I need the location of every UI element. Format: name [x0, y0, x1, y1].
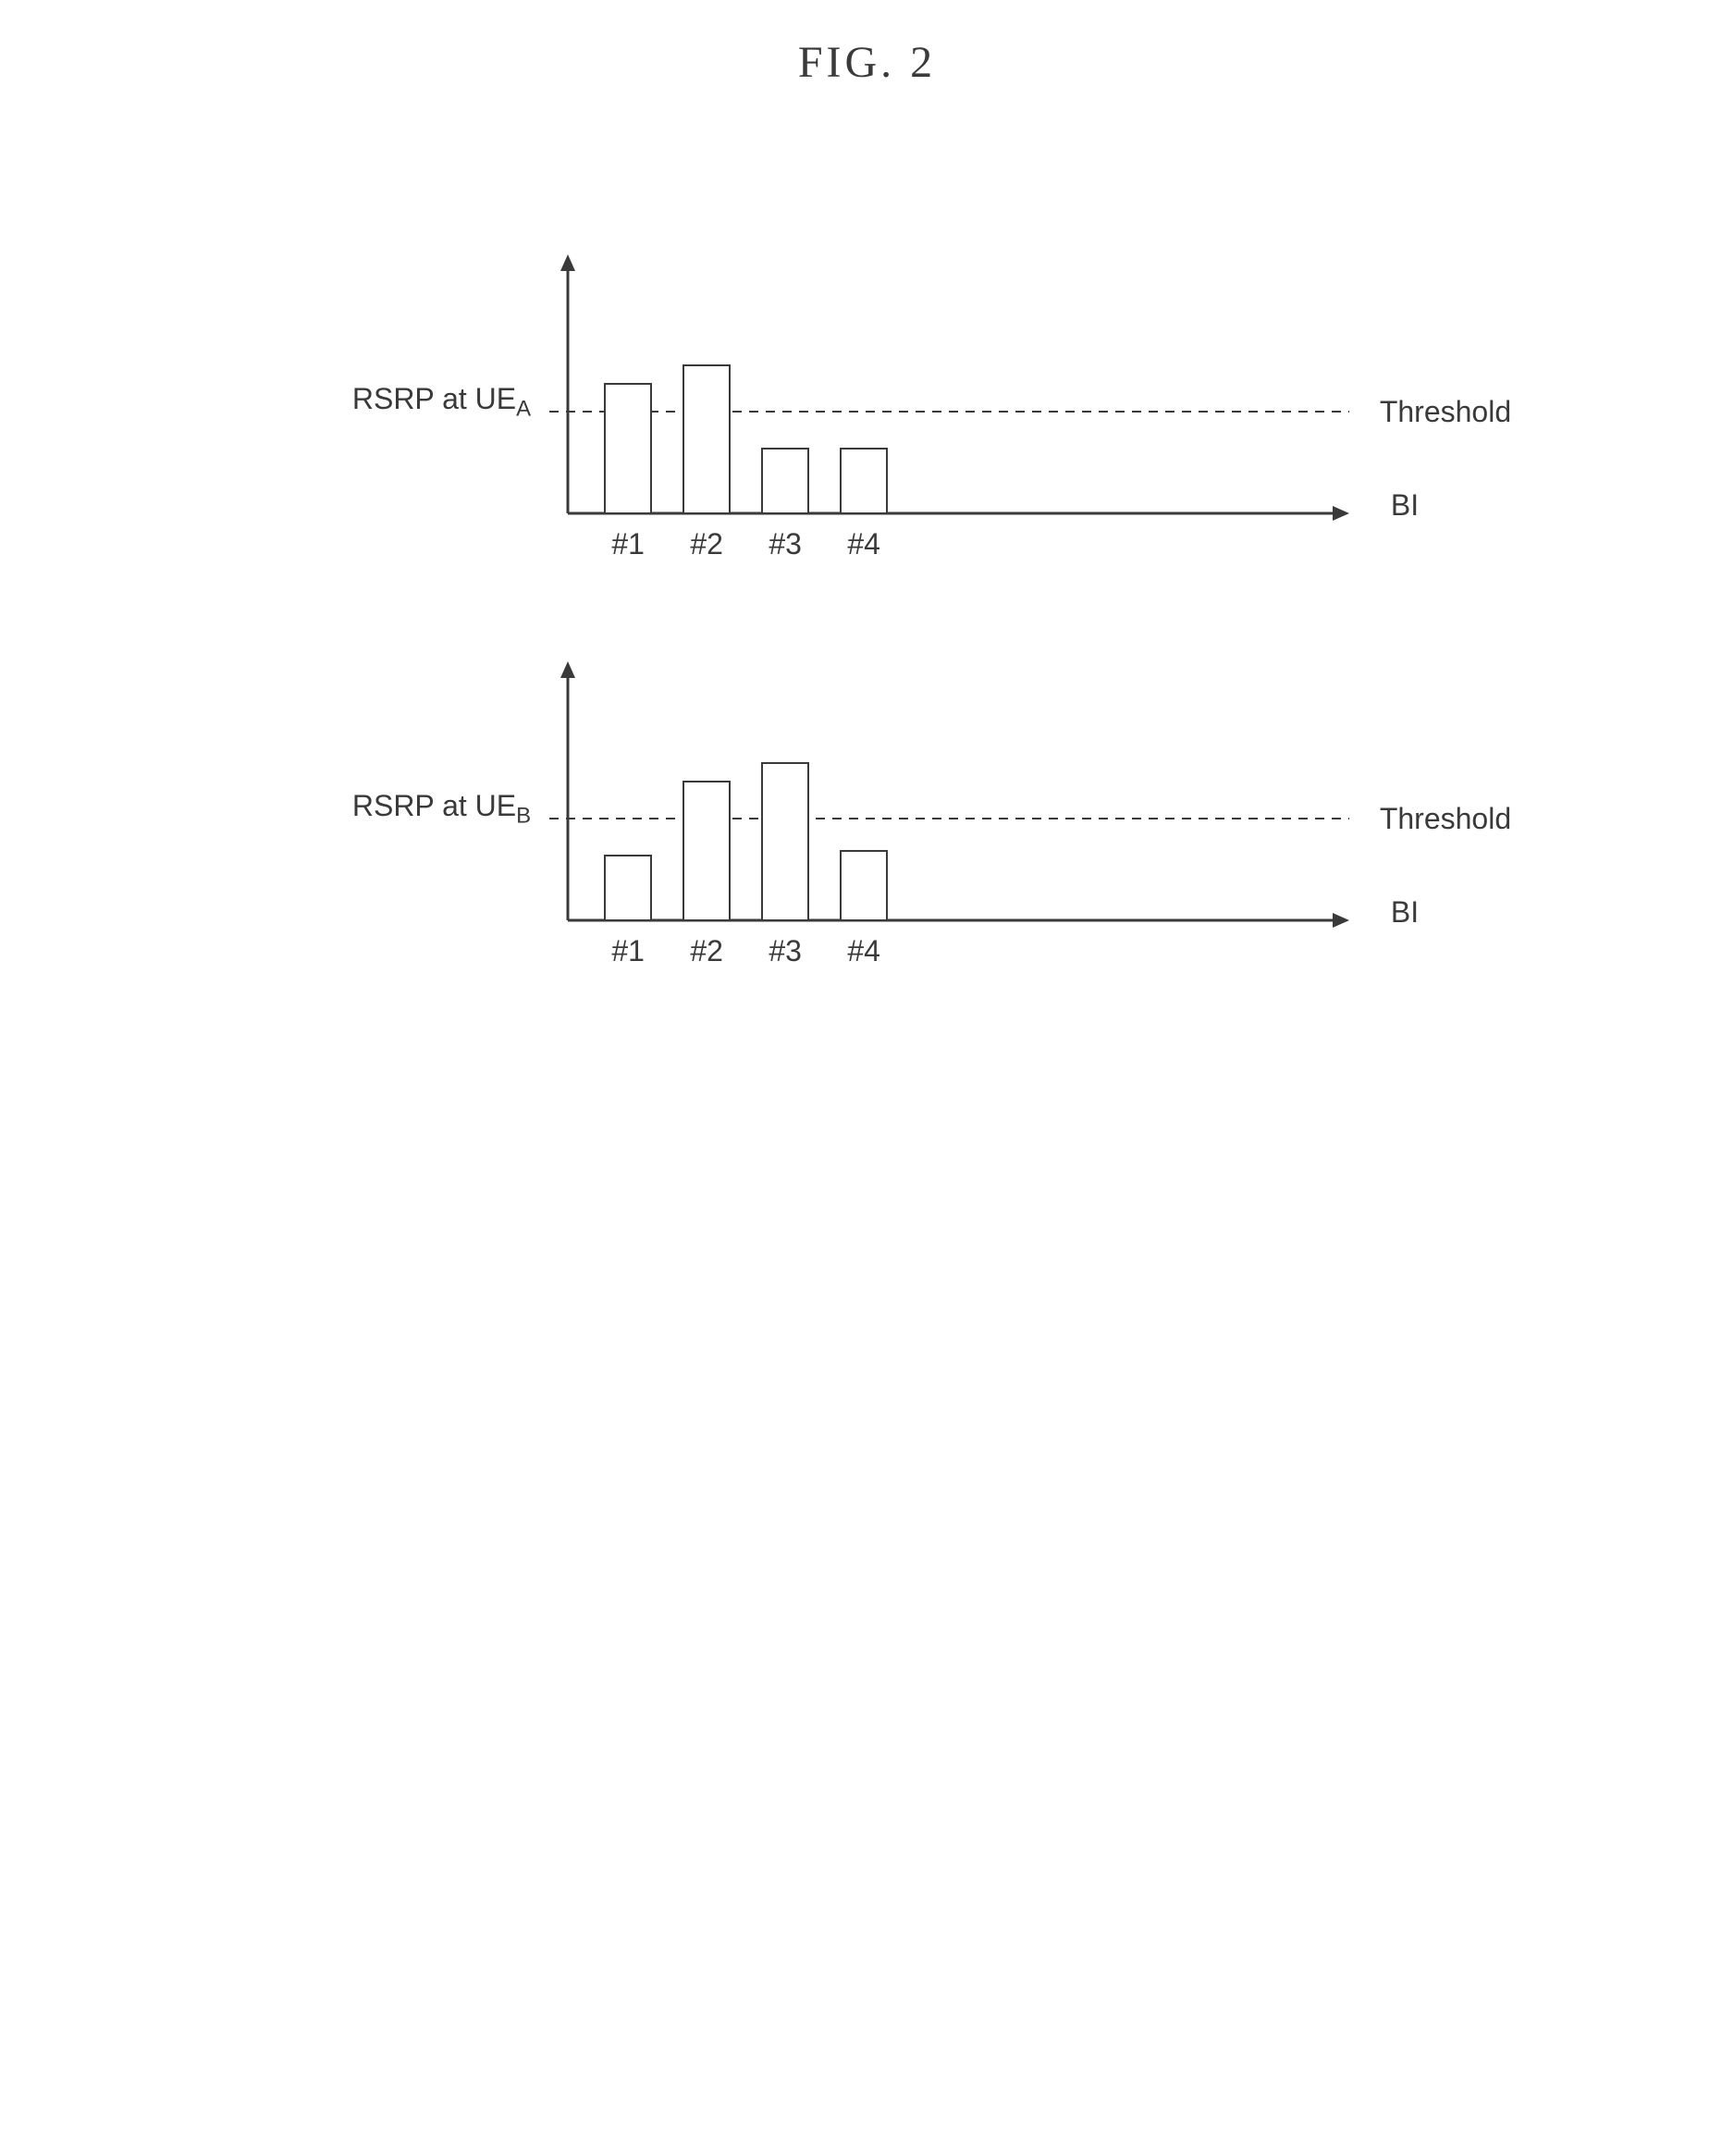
bar-label: #4: [841, 527, 887, 561]
chart-b-bar-labels: #1 #2 #3 #4: [605, 934, 919, 968]
bar-label: #1: [605, 934, 651, 968]
chart-b-y-label-sub: B: [516, 804, 531, 829]
figure-title: FIG. 2: [37, 37, 1697, 88]
chart-b-svg: [549, 661, 1382, 957]
chart-a-y-label-prefix: RSRP at UE: [352, 382, 516, 415]
chart-a-x-label: BI: [1391, 488, 1419, 523]
chart-a-y-label-sub: A: [516, 397, 531, 422]
bar-label: #4: [841, 934, 887, 968]
chart-b-container: RSRP at UEB Threshold BI #1#2#3#4: [37, 661, 1697, 957]
chart-a-bar-labels: #1 #2 #3 #4: [605, 527, 919, 561]
bar-label: #2: [683, 934, 730, 968]
chart-a-svg: [549, 254, 1382, 550]
bar-label: #2: [683, 527, 730, 561]
chart-b-y-label: RSRP at UEB: [352, 789, 531, 829]
bar-label: #3: [762, 934, 808, 968]
chart-b-area: Threshold BI #1#2#3#4: [549, 661, 1382, 957]
chart-b-x-label: BI: [1391, 895, 1419, 930]
chart-a-container: RSRP at UEA Threshold BI #1#2#3#4: [37, 254, 1697, 550]
chart-a-area: Threshold BI #1#2#3#4: [549, 254, 1382, 550]
chart-b-threshold-label: Threshold: [1380, 802, 1511, 836]
bar-label: #3: [762, 527, 808, 561]
chart-a-threshold-label: Threshold: [1380, 395, 1511, 429]
chart-b-y-label-prefix: RSRP at UE: [352, 789, 516, 822]
chart-a-y-label: RSRP at UEA: [352, 382, 531, 422]
bar-label: #1: [605, 527, 651, 561]
